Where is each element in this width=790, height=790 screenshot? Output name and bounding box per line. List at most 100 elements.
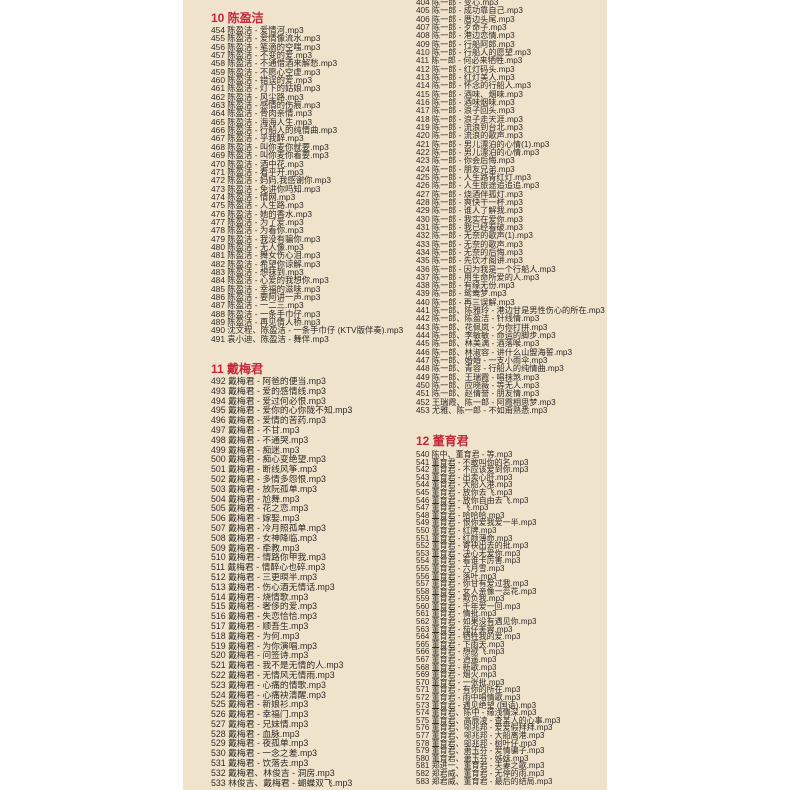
song-item: 411 陈一郎 - 何必来牺牲.mp3: [416, 56, 523, 66]
song-item: 496 戴梅君 - 爱情的苦药.mp3: [211, 415, 326, 426]
song-item: 441 陈一郎、陈雅玲 - 港边甘是男性伤心的所在.mp3: [416, 306, 605, 316]
song-item: 461 陈盈洁 - 灯下的姑娘.mp3: [211, 83, 321, 94]
song-item: 520 戴梅君 - 问签诗.mp3: [211, 650, 309, 661]
song-item: 533 林俊吉、戴梅君 - 蝴蝶双飞.mp3: [211, 777, 353, 788]
song-item: 572 董育君 - 雨中唱情歌.mp3: [416, 693, 521, 702]
song-item: 485 陈盈洁 - 幸福的滋味.mp3: [211, 283, 321, 294]
song-item: 482 陈盈洁 - 希望你谅解.mp3: [211, 258, 321, 269]
song-item: 433 陈一郎 - 无奈的歌声.mp3: [416, 239, 523, 249]
song-item: 423 陈一郎 - 你会后悔.mp3: [416, 156, 515, 166]
song-item: 566 董育君 - 想欲飞.mp3: [416, 647, 505, 657]
song-item: 407 陈一郎 - 歹命子.mp3: [416, 22, 507, 32]
song-item: 509 戴梅君 - 牵教.mp3: [211, 542, 300, 553]
song-item: 558 董育君 - 女人亲像一蕊花.mp3: [416, 586, 537, 596]
song-item: 445 陈一郎、林美满 - 酒落喉.mp3: [416, 339, 540, 349]
song-item: 443 陈一郎、花佩岚 - 为你打拼.mp3: [416, 322, 548, 332]
song-item: 503 戴梅君 - 放阮孤单.mp3: [211, 483, 318, 494]
song-item: 575 董育君、高辰凌 - 查某人的心事.mp3: [416, 715, 561, 725]
song-item: 516 戴梅君 - 失恋恰恰.mp3: [211, 611, 318, 622]
song-list: 540 陈中、董育君 - 等.mp3 541 董育君 - 不敢叫你的名.mp3 54…: [416, 451, 560, 785]
song-item: 446 陈一郎、林淑容 - 讲什么山盟海誓.mp3: [416, 347, 573, 357]
song-item: 449 陈一郎、王瑞霞 - 唱抹煞.mp3: [416, 372, 540, 382]
song-item: 453 尤雅、陈一郎 - 不如甭熟悉.mp3: [416, 406, 548, 416]
song-item: 565 董育君 - 下雨天.mp3: [416, 639, 505, 649]
song-item: 442 陈一郎、陈盈洁 - 针线情.mp3: [416, 314, 540, 324]
song-list-panel: [183, 0, 607, 790]
song-item: 526 戴梅君 - 幸福门.mp3: [211, 709, 309, 720]
song-item: 467 陈盈洁 - 乎我醉.mp3: [211, 133, 304, 144]
song-list: 492 戴梅君 - 阿爸的便当.mp3 493 戴梅君 - 爱的感情线.mp3 49…: [211, 376, 353, 788]
song-item: 470 陈盈洁 - 酒中花.mp3: [211, 158, 304, 169]
song-list: 404 陈一郎 - 变心.mp3 405 陈一郎 - 成功靠自己.mp3 406 陈…: [416, 0, 605, 415]
song-item: 561 董育君 - 情批.mp3: [416, 609, 497, 619]
song-item: 562 董育君 - 如果没有遇见你.mp3: [416, 617, 537, 627]
song-item: 549 董育君 - 恨你爱我爱一半.mp3: [416, 518, 537, 528]
song-item: 428 陈一郎 - 爽快干一杯.mp3: [416, 197, 523, 207]
song-item: 545 董育君 - 放你去飞.mp3: [416, 487, 513, 497]
song-item: 466 陈盈洁 - 行船人的纯情曲.mp3: [211, 125, 338, 136]
song-item: 440 陈一郎 - 再三误解.mp3: [416, 297, 515, 307]
song-item: 573 董育君 - 遇见绝望 (国语).mp3: [416, 700, 537, 710]
song-item: 491 袁小迪、陈盈洁 - 舞伴.mp3: [211, 333, 329, 344]
song-item: 546 董育君 - 放你自由去飞.mp3: [416, 495, 529, 505]
song-item: 479 陈盈洁 - 我没有骗你.mp3: [211, 233, 321, 244]
song-item: 501 戴梅君 - 断线风筝.mp3: [211, 464, 318, 475]
song-item: 524 戴梅君 - 心痛袂清醒.mp3: [211, 689, 326, 700]
song-item: 530 戴梅君 - 一念之差.mp3: [211, 748, 318, 759]
song-item: 578 董育君、邬兆邦 - 树叶仔.mp3: [416, 738, 537, 748]
song-item: 579 董育君、萧玉芬 - 爱情骗子.mp3: [416, 746, 545, 756]
song-item: 410 陈一郎 - 行船人的愿望.mp3: [416, 47, 532, 57]
song-item: 522 戴梅君 - 无情风无情雨.mp3: [211, 669, 335, 680]
song-item: 523 戴梅君 - 心痛的情歌.mp3: [211, 679, 326, 690]
song-item: 427 陈一郎 - 烧酒伴孤灯.mp3: [416, 189, 523, 199]
song-item: 559 董育君 - 欺负我.mp3: [416, 594, 505, 604]
song-item: 510 戴梅君 - 情路你甲我.mp3: [211, 552, 326, 563]
song-item: 404 陈一郎 - 变心.mp3: [416, 0, 499, 7]
song-item: 409 陈一郎 - 行船阿郎.mp3: [416, 39, 515, 49]
song-item: 542 董育君 - 不应该爱到你.mp3: [416, 465, 529, 475]
song-item: 478 陈盈洁 - 为着你.mp3: [211, 225, 304, 236]
song-item: 454 陈盈洁 - 爱情河.mp3: [211, 25, 304, 35]
song-item: 455 陈盈洁 - 爱情像流水.mp3: [211, 33, 321, 44]
song-item: 432 陈一郎 - 无奈的歌声(1).mp3: [416, 231, 533, 241]
song-item: 472 陈盈洁 - 妈妈,我感谢你.mp3: [211, 175, 332, 186]
song-item: 544 董育君 - 大船入港.mp3: [416, 480, 513, 490]
song-item: 511 戴梅君 - 情醉心也碎.mp3: [211, 562, 326, 573]
song-item: 569 董育君 - 烟火.mp3: [416, 670, 497, 680]
song-item: 506 戴梅君 - 嫁娶.mp3: [211, 513, 300, 524]
song-item: 421 陈一郎 - 男儿漂泊的心情(1).mp3: [416, 139, 550, 149]
song-item: 434 陈一郎 - 无奈的后悔.mp3: [416, 247, 523, 257]
song-item: 465 陈盈洁 - 海海人生.mp3: [211, 116, 312, 127]
song-item: 492 戴梅君 - 阿爸的便当.mp3: [211, 376, 326, 386]
section-title: 11 戴梅君: [211, 362, 264, 376]
song-item: 560 董育君 - 千年爱一回.mp3: [416, 601, 521, 611]
song-item: 437 陈一郎 - 用生命所爱的人.mp3: [416, 272, 540, 282]
song-item: 419 陈一郎 - 流浪到台北.mp3: [416, 122, 523, 132]
song-item: 548 董育君 - 哈哈哈.mp3: [416, 510, 505, 520]
song-item: 582 郑君威、董育君 - 无停的雨.mp3: [416, 768, 545, 778]
song-item: 447 陈一郎、婚婚 - 一支小雨伞.mp3: [416, 356, 548, 366]
song-item: 468 陈盈洁 - 叫你麦你就要.mp3: [211, 141, 329, 152]
song-item: 490 沈文程、陈盈洁 - 一条手巾仔 (KTV版伴奏).mp3: [211, 325, 404, 336]
song-item: 473 陈盈洁 - 免讲你吗知.mp3: [211, 183, 321, 194]
song-item: 576 董育君、邬兆邦 - 爱爱假拜拜.mp3: [416, 723, 553, 733]
song-item: 553 董育君 - 决心无爱你.mp3: [416, 548, 521, 558]
song-item: 435 陈一郎 - 先饮才阁讲.mp3: [416, 256, 523, 266]
song-item: 436 陈一郎 - 因为我是一个行船人.mp3: [416, 264, 556, 274]
song-item: 528 戴梅君 - 血脉.mp3: [211, 728, 300, 739]
song-item: 552 董育君 - 寄袂出去的批.mp3: [416, 541, 529, 551]
song-item: 507 戴梅君 - 冷月照孤单.mp3: [211, 522, 326, 533]
song-item: 451 陈一郎、赵倩誉 - 朋友情.mp3: [416, 389, 540, 399]
song-item: 551 董育君 - 红颜薄命.mp3: [416, 533, 513, 543]
song-item: 408 陈一郎 - 港边恋情.mp3: [416, 31, 515, 41]
song-item: 484 陈盈洁 - 心爱的我想你.mp3: [211, 275, 329, 286]
song-item: 564 董育君 - 牺牲我的爱.mp3: [416, 632, 521, 642]
song-item: 567 董育君 - 逍遥.mp3: [416, 655, 497, 665]
song-item: 508 戴梅君 - 女神降临.mp3: [211, 532, 318, 543]
song-item: 471 陈盈洁 - 看乎开.mp3: [211, 166, 304, 177]
song-item: 476 陈盈洁 - 她的香水.mp3: [211, 208, 312, 219]
song-item: 475 陈盈洁 - 人生路.mp3: [211, 200, 304, 211]
song-item: 463 陈盈洁 - 感情的伤痕.mp3: [211, 100, 321, 111]
song-item: 456 陈盈洁 - 笔滴的空嗤.mp3: [211, 41, 321, 52]
song-item: 405 陈一郎 - 成功靠自己.mp3: [416, 6, 523, 16]
